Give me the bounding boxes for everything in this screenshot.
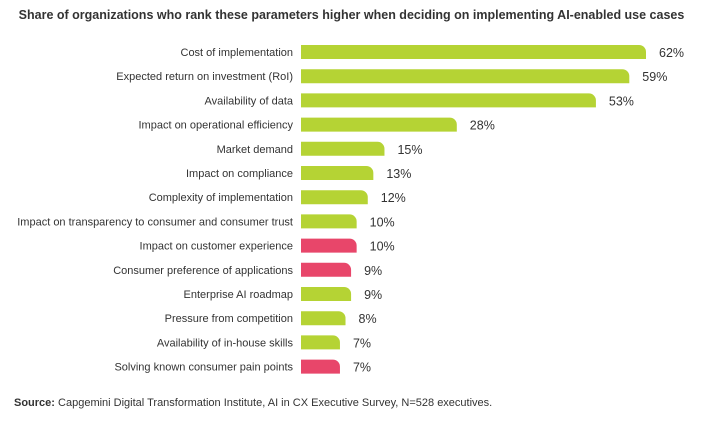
bar (301, 335, 340, 350)
bar (301, 166, 374, 180)
category-label: Pressure from competition (165, 313, 293, 325)
value-label: 13% (386, 167, 411, 181)
bar (301, 190, 368, 205)
value-label: 53% (609, 94, 634, 108)
value-label: 12% (381, 191, 406, 205)
bar (301, 93, 596, 108)
category-label: Solving known consumer pain points (114, 362, 293, 374)
category-label: Impact on customer experience (140, 241, 293, 253)
value-label: 9% (364, 264, 382, 278)
category-label: Impact on compliance (186, 168, 293, 180)
value-label: 62% (659, 46, 684, 60)
bar (301, 69, 630, 84)
category-label: Impact on transparency to consumer and c… (17, 216, 293, 228)
value-label: 8% (359, 312, 377, 326)
category-label: Market demand (217, 144, 293, 156)
category-label: Enterprise AI roadmap (184, 289, 293, 301)
value-label: 9% (364, 288, 382, 302)
bar (301, 117, 457, 132)
category-label: Availability of in-house skills (157, 337, 294, 349)
value-label: 10% (370, 215, 395, 229)
value-label: 28% (470, 119, 495, 133)
source-note: Source: Capgemini Digital Transformation… (14, 397, 492, 409)
bar (301, 214, 357, 229)
bar (301, 262, 352, 277)
value-label: 7% (353, 336, 371, 350)
category-label: Complexity of implementation (149, 192, 293, 204)
value-label: 15% (397, 143, 422, 157)
source-label: Source: (14, 397, 55, 409)
bar (301, 238, 357, 253)
category-label: Availability of data (205, 95, 294, 107)
source-text: Capgemini Digital Transformation Institu… (54, 397, 493, 409)
category-label: Cost of implementation (181, 47, 294, 59)
category-label: Consumer preference of applications (113, 265, 293, 277)
bar (301, 287, 352, 301)
value-label: 59% (642, 70, 667, 84)
value-label: 7% (353, 361, 371, 375)
bar-chart: Cost of implementation 62% Expected return… (17, 45, 684, 375)
category-label: Expected return on investment (RoI) (116, 71, 293, 83)
chart-title: Share of organizations who rank these pa… (18, 8, 685, 22)
bar (301, 45, 646, 59)
bar (301, 359, 340, 374)
bar (301, 311, 346, 326)
category-label: Impact on operational efficiency (139, 120, 294, 132)
bar (301, 141, 385, 156)
value-label: 10% (370, 240, 395, 254)
